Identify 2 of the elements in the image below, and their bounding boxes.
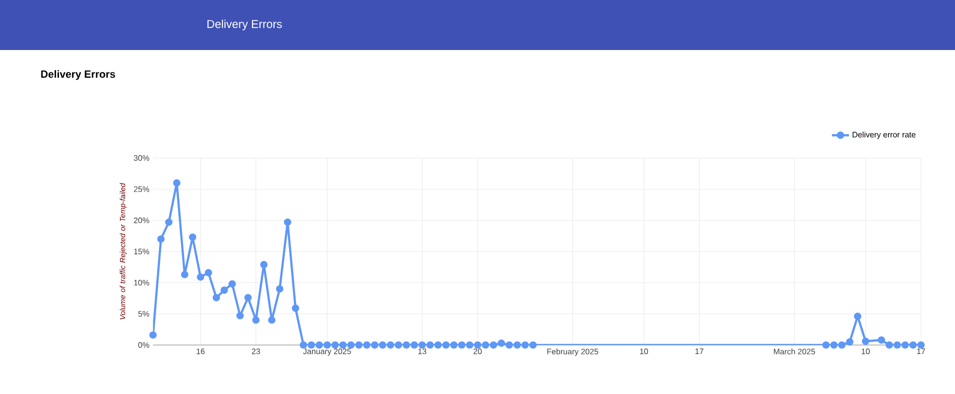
chart-title: Delivery Errors bbox=[41, 70, 116, 80]
text: Delivery Errors bbox=[207, 20, 282, 30]
